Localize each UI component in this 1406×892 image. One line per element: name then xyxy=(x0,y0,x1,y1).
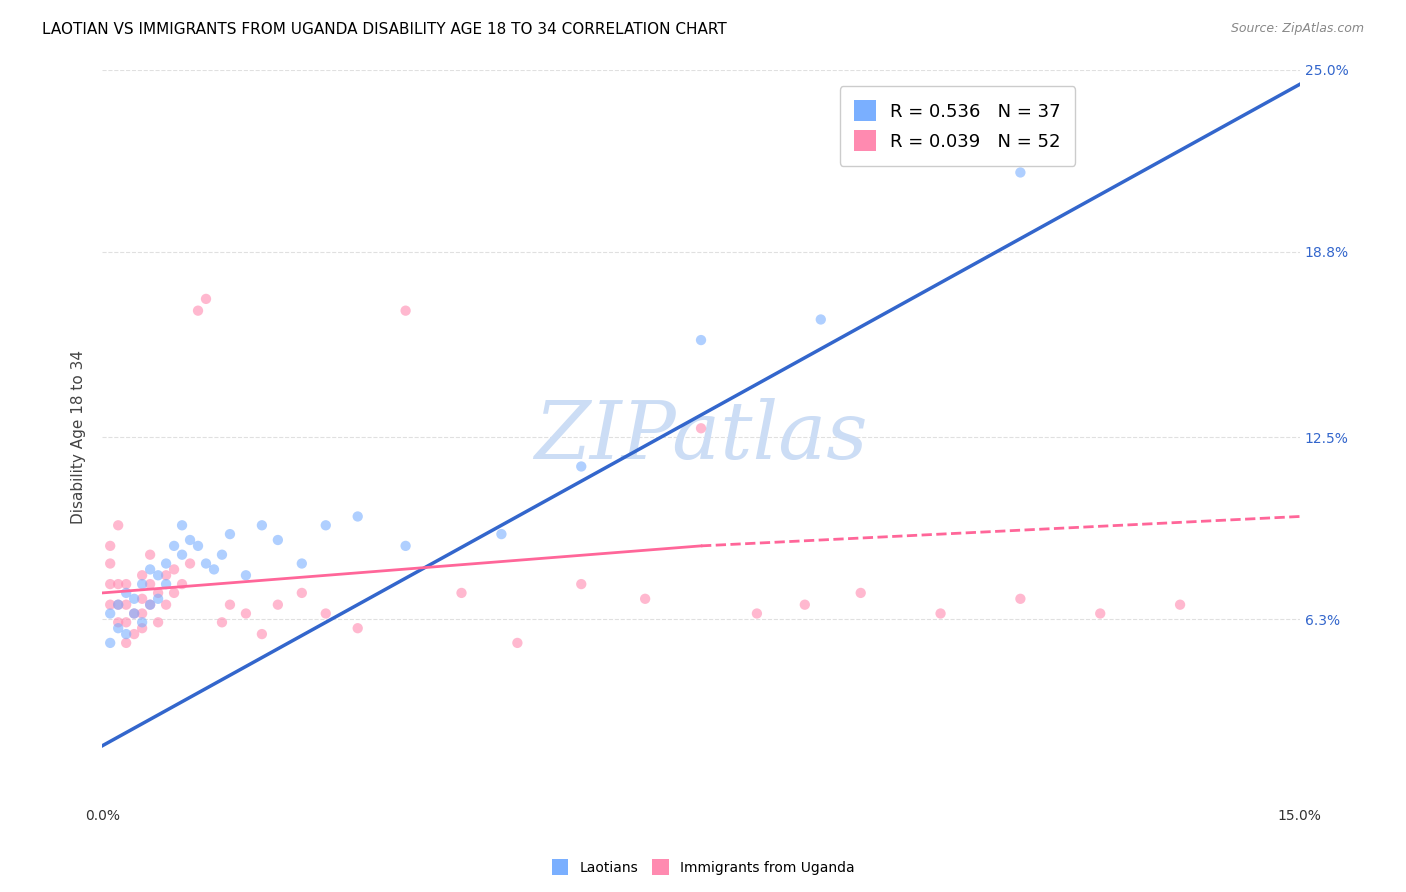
Point xyxy=(139,562,162,576)
Point xyxy=(849,586,872,600)
Point xyxy=(146,591,169,606)
Point xyxy=(1168,598,1191,612)
Point xyxy=(115,577,138,591)
Point xyxy=(211,615,233,630)
Point xyxy=(315,607,337,621)
Point xyxy=(346,621,368,635)
Legend: Laotians, Immigrants from Uganda: Laotians, Immigrants from Uganda xyxy=(546,854,860,880)
Point xyxy=(155,598,177,612)
Point xyxy=(131,568,153,582)
Point xyxy=(170,548,193,562)
Point xyxy=(131,607,153,621)
Point xyxy=(394,303,416,318)
Point xyxy=(139,598,162,612)
Point xyxy=(139,598,162,612)
Point xyxy=(107,577,129,591)
Point xyxy=(1010,591,1032,606)
Point xyxy=(250,518,273,533)
Point xyxy=(163,562,186,576)
Point xyxy=(170,577,193,591)
Point xyxy=(810,312,832,326)
Point xyxy=(98,577,121,591)
Point xyxy=(115,615,138,630)
Point xyxy=(98,598,121,612)
Point xyxy=(155,568,177,582)
Point xyxy=(122,607,145,621)
Point xyxy=(115,636,138,650)
Point xyxy=(187,303,209,318)
Point xyxy=(107,615,129,630)
Point xyxy=(690,333,713,347)
Point xyxy=(146,568,169,582)
Point xyxy=(131,615,153,630)
Point xyxy=(394,539,416,553)
Point xyxy=(179,557,201,571)
Point xyxy=(235,568,257,582)
Point xyxy=(115,627,138,641)
Point xyxy=(267,533,290,547)
Point xyxy=(122,607,145,621)
Point xyxy=(1090,607,1112,621)
Point xyxy=(115,598,138,612)
Point xyxy=(98,636,121,650)
Point xyxy=(115,586,138,600)
Point xyxy=(745,607,768,621)
Point xyxy=(122,627,145,641)
Point xyxy=(291,586,314,600)
Point xyxy=(315,518,337,533)
Point xyxy=(267,598,290,612)
Point xyxy=(219,527,242,541)
Point xyxy=(291,557,314,571)
Point xyxy=(450,586,472,600)
Point xyxy=(250,627,273,641)
Point xyxy=(202,562,225,576)
Point xyxy=(98,539,121,553)
Point xyxy=(929,607,952,621)
Point xyxy=(131,591,153,606)
Point xyxy=(155,557,177,571)
Point xyxy=(211,548,233,562)
Point xyxy=(107,621,129,635)
Text: Source: ZipAtlas.com: Source: ZipAtlas.com xyxy=(1230,22,1364,36)
Point xyxy=(793,598,815,612)
Text: ZIPatlas: ZIPatlas xyxy=(534,399,868,475)
Point xyxy=(187,539,209,553)
Point xyxy=(139,577,162,591)
Point xyxy=(179,533,201,547)
Point xyxy=(195,292,218,306)
Point xyxy=(569,577,592,591)
Point xyxy=(131,621,153,635)
Point xyxy=(506,636,529,650)
Point xyxy=(235,607,257,621)
Point xyxy=(155,577,177,591)
Point xyxy=(634,591,657,606)
Point xyxy=(98,557,121,571)
Point xyxy=(146,615,169,630)
Point xyxy=(131,577,153,591)
Point xyxy=(107,598,129,612)
Point xyxy=(163,539,186,553)
Point xyxy=(569,459,592,474)
Point xyxy=(98,607,121,621)
Point xyxy=(491,527,513,541)
Point xyxy=(122,591,145,606)
Point xyxy=(346,509,368,524)
Point xyxy=(146,586,169,600)
Point xyxy=(139,548,162,562)
Point xyxy=(219,598,242,612)
Point xyxy=(107,598,129,612)
Point xyxy=(1010,165,1032,179)
Y-axis label: Disability Age 18 to 34: Disability Age 18 to 34 xyxy=(72,350,86,524)
Point xyxy=(690,421,713,435)
Point xyxy=(163,586,186,600)
Legend: R = 0.536   N = 37, R = 0.039   N = 52: R = 0.536 N = 37, R = 0.039 N = 52 xyxy=(839,86,1076,166)
Point xyxy=(107,518,129,533)
Text: LAOTIAN VS IMMIGRANTS FROM UGANDA DISABILITY AGE 18 TO 34 CORRELATION CHART: LAOTIAN VS IMMIGRANTS FROM UGANDA DISABI… xyxy=(42,22,727,37)
Point xyxy=(170,518,193,533)
Point xyxy=(195,557,218,571)
